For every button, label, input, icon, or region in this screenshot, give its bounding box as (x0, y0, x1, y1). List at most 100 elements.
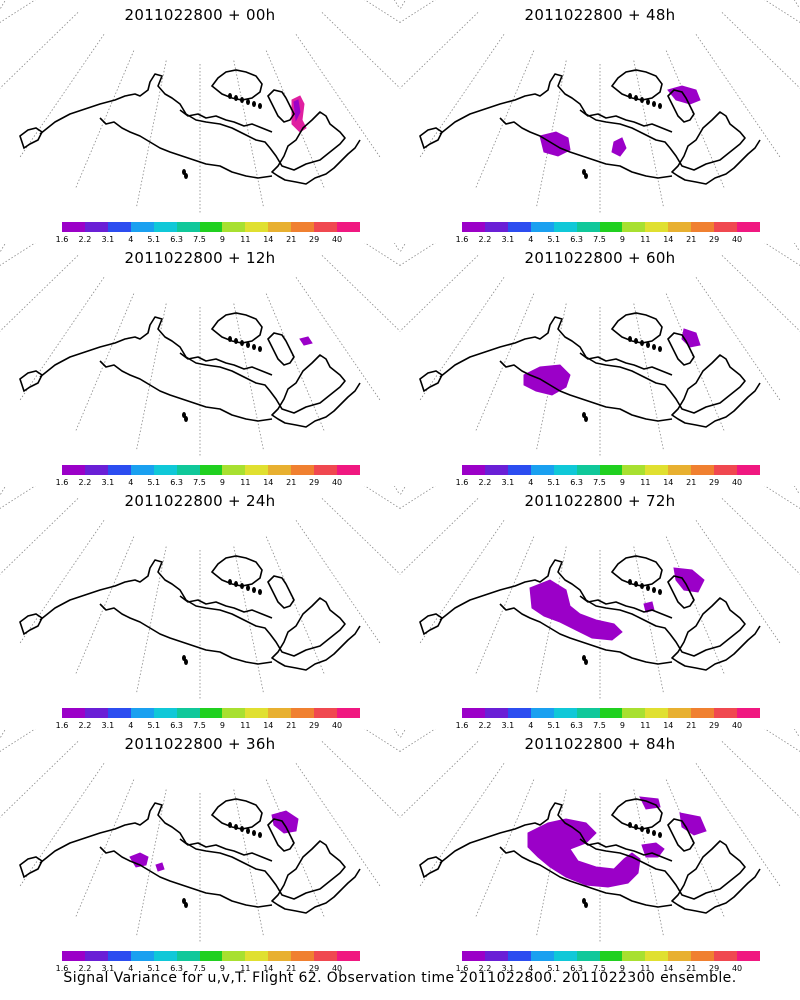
latitude-line (400, 0, 800, 28)
colorbar-label: 4 (128, 721, 134, 730)
island (252, 830, 256, 836)
coastline (39, 73, 361, 185)
island (228, 822, 232, 828)
colorbar-labels: 1.6 2.2 3.1 4 5.1 6.3 7.5 9 11 14 21 29 40 (56, 964, 360, 974)
longitude-line (0, 741, 79, 818)
colorbar-label: 29 (709, 964, 720, 973)
longitude-line (233, 546, 264, 694)
colorbar-segment (268, 951, 292, 961)
island (258, 346, 262, 352)
signal-contour (523, 364, 571, 396)
map-view (0, 0, 400, 214)
colorbar-label: 11 (640, 478, 651, 487)
colorbar-segment (222, 465, 246, 475)
latitude-line (400, 486, 800, 495)
colorbar-segment (530, 222, 554, 232)
colorbar (462, 465, 760, 475)
colorbar-segment (62, 222, 85, 232)
map-view (0, 486, 400, 700)
longitude-line (418, 763, 505, 888)
colorbar-segment (668, 951, 692, 961)
longitude-line (400, 0, 436, 23)
colorbar-segment (153, 222, 177, 232)
colorbar-segment (737, 708, 760, 718)
colorbar-segment (314, 465, 338, 475)
coastline (579, 595, 673, 619)
colorbar-label: 2.2 (478, 964, 492, 973)
colorbar-label: 4 (528, 235, 534, 244)
longitude-line (764, 243, 800, 266)
colorbar-label: 40 (731, 478, 743, 487)
colorbar-label: 40 (731, 235, 743, 244)
colorbar-segment (645, 222, 669, 232)
colorbar-segment (176, 465, 200, 475)
colorbar-label: 29 (309, 721, 320, 730)
colorbar (62, 951, 360, 961)
coastline (19, 370, 44, 393)
latitude-line (0, 729, 400, 777)
colorbar-segment (130, 465, 154, 475)
latitude-line (0, 486, 400, 495)
colorbar-segment (668, 465, 692, 475)
colorbar-label: 9 (219, 721, 225, 730)
colorbar-segment (484, 708, 508, 718)
colorbar-segment (714, 465, 738, 475)
island (234, 581, 238, 587)
longitude-line (400, 729, 436, 752)
longitude-line (265, 293, 325, 432)
colorbar-segment (291, 951, 315, 961)
colorbar-label: 4 (528, 478, 534, 487)
colorbar-segment (245, 951, 269, 961)
colorbar-segment (576, 465, 600, 475)
colorbar-segment (599, 222, 623, 232)
longitude-line (75, 779, 135, 918)
colorbar-segment (337, 222, 360, 232)
colorbar-segment (84, 465, 108, 475)
longitude-line (0, 486, 36, 509)
colorbar-label: 14 (663, 721, 674, 730)
colorbar-segment (291, 222, 315, 232)
island (646, 99, 650, 105)
colorbar-label: 11 (240, 478, 251, 487)
map-view (0, 243, 400, 457)
coastline (210, 69, 263, 101)
colorbar-label: 11 (240, 721, 251, 730)
figure-footer: Signal Variance for u,v,T. Flight 62. Ob… (63, 970, 737, 986)
colorbar-segment (484, 465, 508, 475)
colorbar-segment (599, 951, 623, 961)
colorbar-segment (507, 222, 531, 232)
signal-contour (527, 818, 641, 888)
panel-title: 2011022800 + 60h (524, 249, 676, 267)
colorbar (62, 465, 360, 475)
longitude-line (764, 0, 800, 23)
colorbar-segment (62, 951, 85, 961)
colorbar-label: 1.6 (455, 721, 469, 730)
colorbar-label: 40 (331, 478, 343, 487)
colorbar-label: 29 (709, 235, 720, 244)
island (652, 830, 656, 836)
coastline (667, 89, 695, 123)
longitude-line (364, 729, 400, 752)
colorbar-label: 29 (709, 478, 720, 487)
colorbar-label: 1.6 (455, 964, 469, 973)
island (652, 101, 656, 107)
signal-contour (611, 137, 627, 157)
colorbar-label: 7.5 (593, 478, 606, 487)
colorbar-segment (62, 465, 85, 475)
forecast-panel: 2011022800 + 72h 1.6 2.2 3.1 4 5.1 6.3 7.5 9 11 14… (400, 486, 800, 730)
latitude-line (0, 243, 400, 291)
colorbar-label: 2.2 (478, 235, 492, 244)
colorbar-label: 2.2 (78, 478, 92, 487)
longitude-line (136, 303, 167, 451)
longitude-line (295, 277, 382, 402)
latitude-line (400, 243, 800, 271)
colorbar-label: 29 (309, 964, 320, 973)
coastline (610, 555, 663, 587)
longitude-line (0, 243, 36, 266)
colorbar-segment (176, 708, 200, 718)
longitude-line (233, 60, 264, 208)
coastline (99, 846, 273, 908)
island (240, 583, 244, 589)
island (240, 340, 244, 346)
longitude-line (18, 763, 105, 888)
